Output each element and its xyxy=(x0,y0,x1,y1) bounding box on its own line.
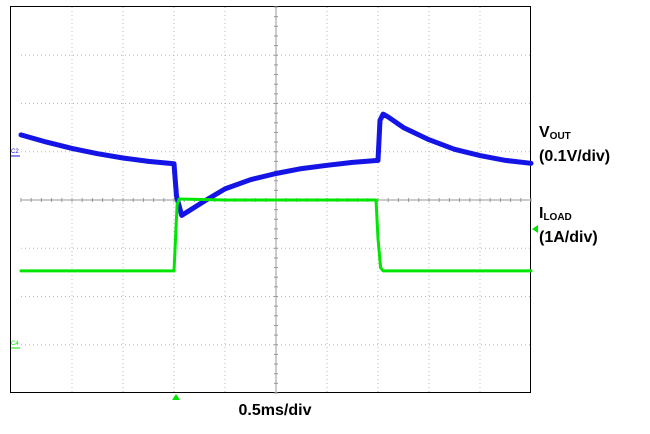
oscilloscope-plot: C2 C4 xyxy=(10,6,538,400)
vout-channel-tag: C2 xyxy=(11,149,19,155)
grid xyxy=(20,6,532,394)
vout-label: VOUT (0.1V/div) xyxy=(539,123,610,167)
vout-name: VOUT xyxy=(539,124,571,142)
iload-trace xyxy=(19,197,533,273)
iload-channel-tag: C4 xyxy=(11,341,19,347)
channel-markers: C2 C4 xyxy=(11,149,538,400)
trigger-level-arrow xyxy=(532,225,538,233)
iload-name: ILOAD xyxy=(539,205,572,223)
vout-scale: (0.1V/div) xyxy=(539,148,611,165)
iload-label: ILOAD (1A/div) xyxy=(539,204,598,248)
trigger-position-arrow xyxy=(172,394,180,400)
traces xyxy=(18,111,534,273)
timebase-label: 0.5ms/div xyxy=(238,402,312,419)
vout-trace xyxy=(18,111,534,218)
iload-scale: (1A/div) xyxy=(539,229,598,246)
